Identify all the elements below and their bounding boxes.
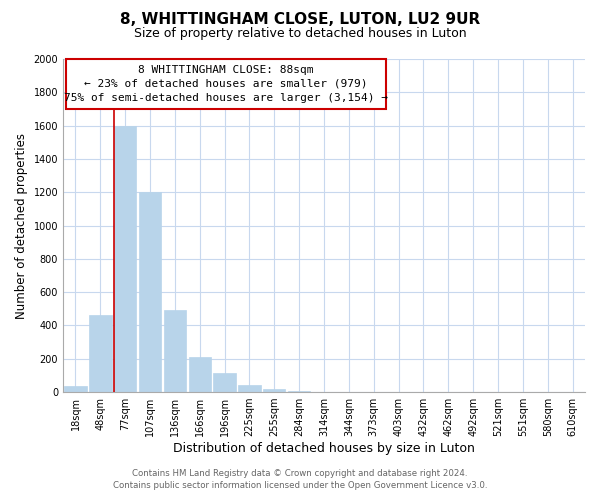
Bar (214, 373, 236, 392)
X-axis label: Distribution of detached houses by size in Luton: Distribution of detached houses by size … (173, 442, 475, 455)
Bar (188, 357, 211, 392)
Bar (64, 386, 86, 392)
Bar (164, 310, 186, 392)
Y-axis label: Number of detached properties: Number of detached properties (15, 132, 28, 318)
Bar (65, 59, 386, 109)
Text: 8 WHITTINGHAM CLOSE: 88sqm
← 23% of detached houses are smaller (979)
75% of sem: 8 WHITTINGHAM CLOSE: 88sqm ← 23% of deta… (64, 65, 388, 103)
Text: Size of property relative to detached houses in Luton: Size of property relative to detached ho… (134, 28, 466, 40)
Bar (139, 192, 161, 392)
Bar (114, 126, 136, 392)
Text: 8, WHITTINGHAM CLOSE, LUTON, LU2 9UR: 8, WHITTINGHAM CLOSE, LUTON, LU2 9UR (120, 12, 480, 28)
Bar (263, 389, 286, 392)
Bar (238, 384, 260, 392)
Bar (288, 391, 310, 392)
Bar (89, 316, 112, 392)
Text: Contains HM Land Registry data © Crown copyright and database right 2024.
Contai: Contains HM Land Registry data © Crown c… (113, 468, 487, 490)
